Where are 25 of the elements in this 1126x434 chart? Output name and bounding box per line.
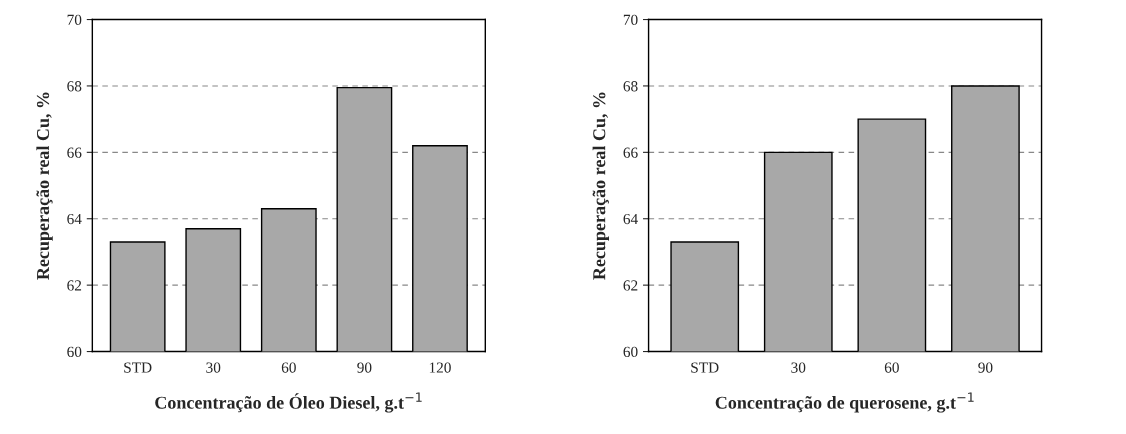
- x-tick-label: STD: [691, 362, 719, 373]
- x-tick-label: 60: [884, 362, 899, 373]
- y-tick-label: 68: [67, 81, 82, 92]
- y-tick-label: 64: [67, 213, 82, 225]
- y-tick-label: 70: [67, 14, 82, 25]
- x-tick-label: 60: [281, 362, 296, 373]
- x-axis-title: Concentração de Óleo Diesel, g.t$^{−1}$: [155, 392, 422, 413]
- y-tick-label: 62: [67, 280, 82, 291]
- x-tick-label: 90: [357, 362, 372, 373]
- x-tick-label: 30: [206, 362, 221, 373]
- y-tick-label: 64: [623, 213, 638, 225]
- y-tick-label: 70: [623, 14, 638, 25]
- x-tick-label: STD: [124, 362, 152, 373]
- y-tick-label: 60: [67, 346, 82, 357]
- y-axis-title: Recuperação real Cu, %: [592, 92, 609, 280]
- y-tick-label: 68: [623, 81, 638, 92]
- x-tick-label: 120: [429, 362, 451, 373]
- x-tick-label: 90: [978, 362, 993, 373]
- y-tick-label: 66: [623, 147, 638, 158]
- y-axis-title: Recuperação real Cu, %: [36, 92, 53, 280]
- x-axis-title: Concentração de querosene, g.t$^{−1}$: [715, 392, 974, 413]
- y-tick-label: 66: [67, 147, 82, 158]
- y-tick-label: 60: [623, 346, 638, 357]
- x-tick-label: 30: [791, 362, 806, 373]
- y-tick-label: 62: [623, 280, 638, 291]
